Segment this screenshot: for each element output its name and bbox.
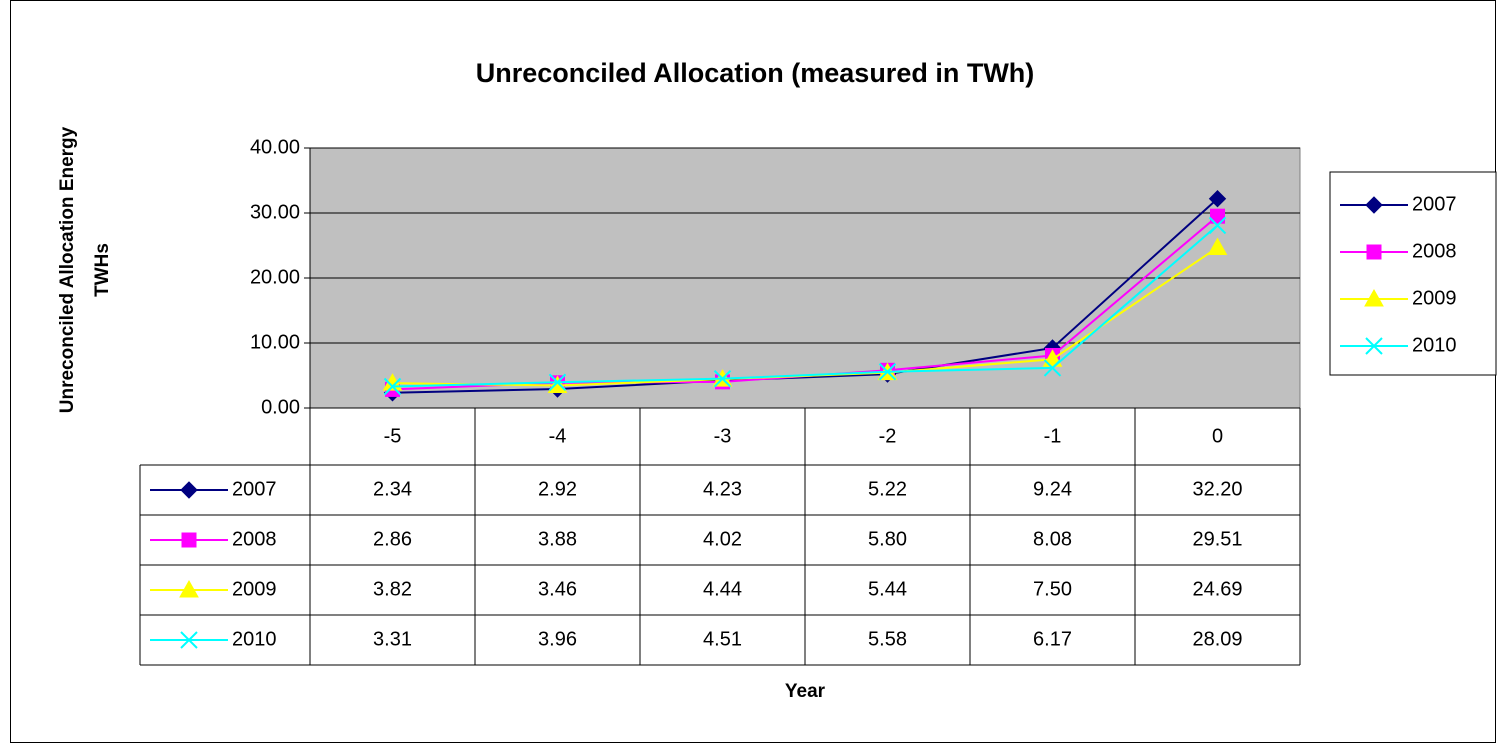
table-row-label: 2009	[232, 578, 277, 600]
table-row-label: 2008	[232, 528, 277, 550]
table-cell: 2.86	[373, 528, 412, 550]
data-point	[713, 369, 732, 388]
table-cell: 6.17	[1033, 628, 1072, 650]
chart-title: Unreconciled Allocation (measured in TWh…	[476, 58, 1035, 88]
y-tick-label: 0.00	[261, 396, 300, 418]
y-tick-label: 30.00	[250, 201, 300, 223]
data-point	[1208, 189, 1227, 208]
legend-marker	[1365, 337, 1383, 355]
table-key-marker	[181, 532, 197, 548]
table-cell: 3.31	[373, 628, 412, 650]
data-point	[547, 375, 568, 394]
x-tick-label: -4	[549, 425, 567, 447]
y-axis-title: Unreconciled Allocation Energy	[57, 126, 78, 413]
table-cell: 7.50	[1033, 578, 1072, 600]
y-tick-label: 40.00	[250, 136, 300, 158]
y-axis-title: TWHs	[92, 243, 113, 297]
legend: 2007 2008 2009 2010	[1329, 171, 1497, 376]
table-cell: 32.20	[1192, 478, 1242, 500]
x-tick-label: -1	[1044, 425, 1062, 447]
table-cell: 3.96	[538, 628, 577, 650]
table-cell: 3.88	[538, 528, 577, 550]
table-cell: 5.80	[868, 528, 907, 550]
table-row-label: 2010	[232, 628, 277, 650]
y-tick-label: 20.00	[250, 266, 300, 288]
table-cell: 5.44	[868, 578, 907, 600]
table-cell: 24.69	[1192, 578, 1242, 600]
x-tick-label: -5	[384, 425, 402, 447]
table-cell: 4.23	[703, 478, 742, 500]
table-cell: 4.51	[703, 628, 742, 650]
x-tick-label: 0	[1212, 425, 1223, 447]
series-line	[392, 224, 1219, 388]
y-tick-label: 10.00	[250, 331, 300, 353]
data-point	[383, 377, 402, 396]
legend-marker	[1364, 288, 1384, 307]
table-cell: 4.02	[703, 528, 742, 550]
data-point	[548, 373, 567, 391]
legend-label: 2007	[1412, 193, 1457, 215]
legend-label: 2010	[1412, 334, 1457, 356]
table-cell: 28.09	[1192, 628, 1242, 650]
table-cell: 4.44	[703, 578, 742, 600]
table-cell: 8.08	[1033, 528, 1072, 550]
x-tick-label: -3	[714, 425, 732, 447]
data-point	[1210, 208, 1225, 224]
table-cell: 5.58	[868, 628, 907, 650]
series-line	[392, 197, 1219, 394]
table-cell: 9.24	[1033, 478, 1072, 500]
legend-label: 2009	[1412, 287, 1457, 309]
data-point	[1207, 237, 1228, 256]
table-cell: 3.46	[538, 578, 577, 600]
table-cell: 29.51	[1192, 528, 1242, 550]
x-axis-title: Year	[785, 681, 826, 702]
table-cell: 2.92	[538, 478, 577, 500]
table-cell: 2.34	[373, 478, 412, 500]
data-point	[1208, 216, 1227, 235]
table-key-marker	[180, 631, 198, 649]
data-point	[878, 363, 897, 381]
x-tick-label: -2	[879, 425, 897, 447]
legend-marker	[1366, 244, 1382, 260]
table-cell: 5.22	[868, 478, 907, 500]
data-point	[1043, 359, 1062, 377]
legend-marker	[1365, 196, 1383, 214]
table-key-marker	[180, 481, 198, 499]
table-cell: 3.82	[373, 578, 412, 600]
legend-label: 2008	[1412, 240, 1457, 262]
table-row-label: 2007	[232, 478, 277, 500]
table-key-marker	[179, 579, 199, 598]
